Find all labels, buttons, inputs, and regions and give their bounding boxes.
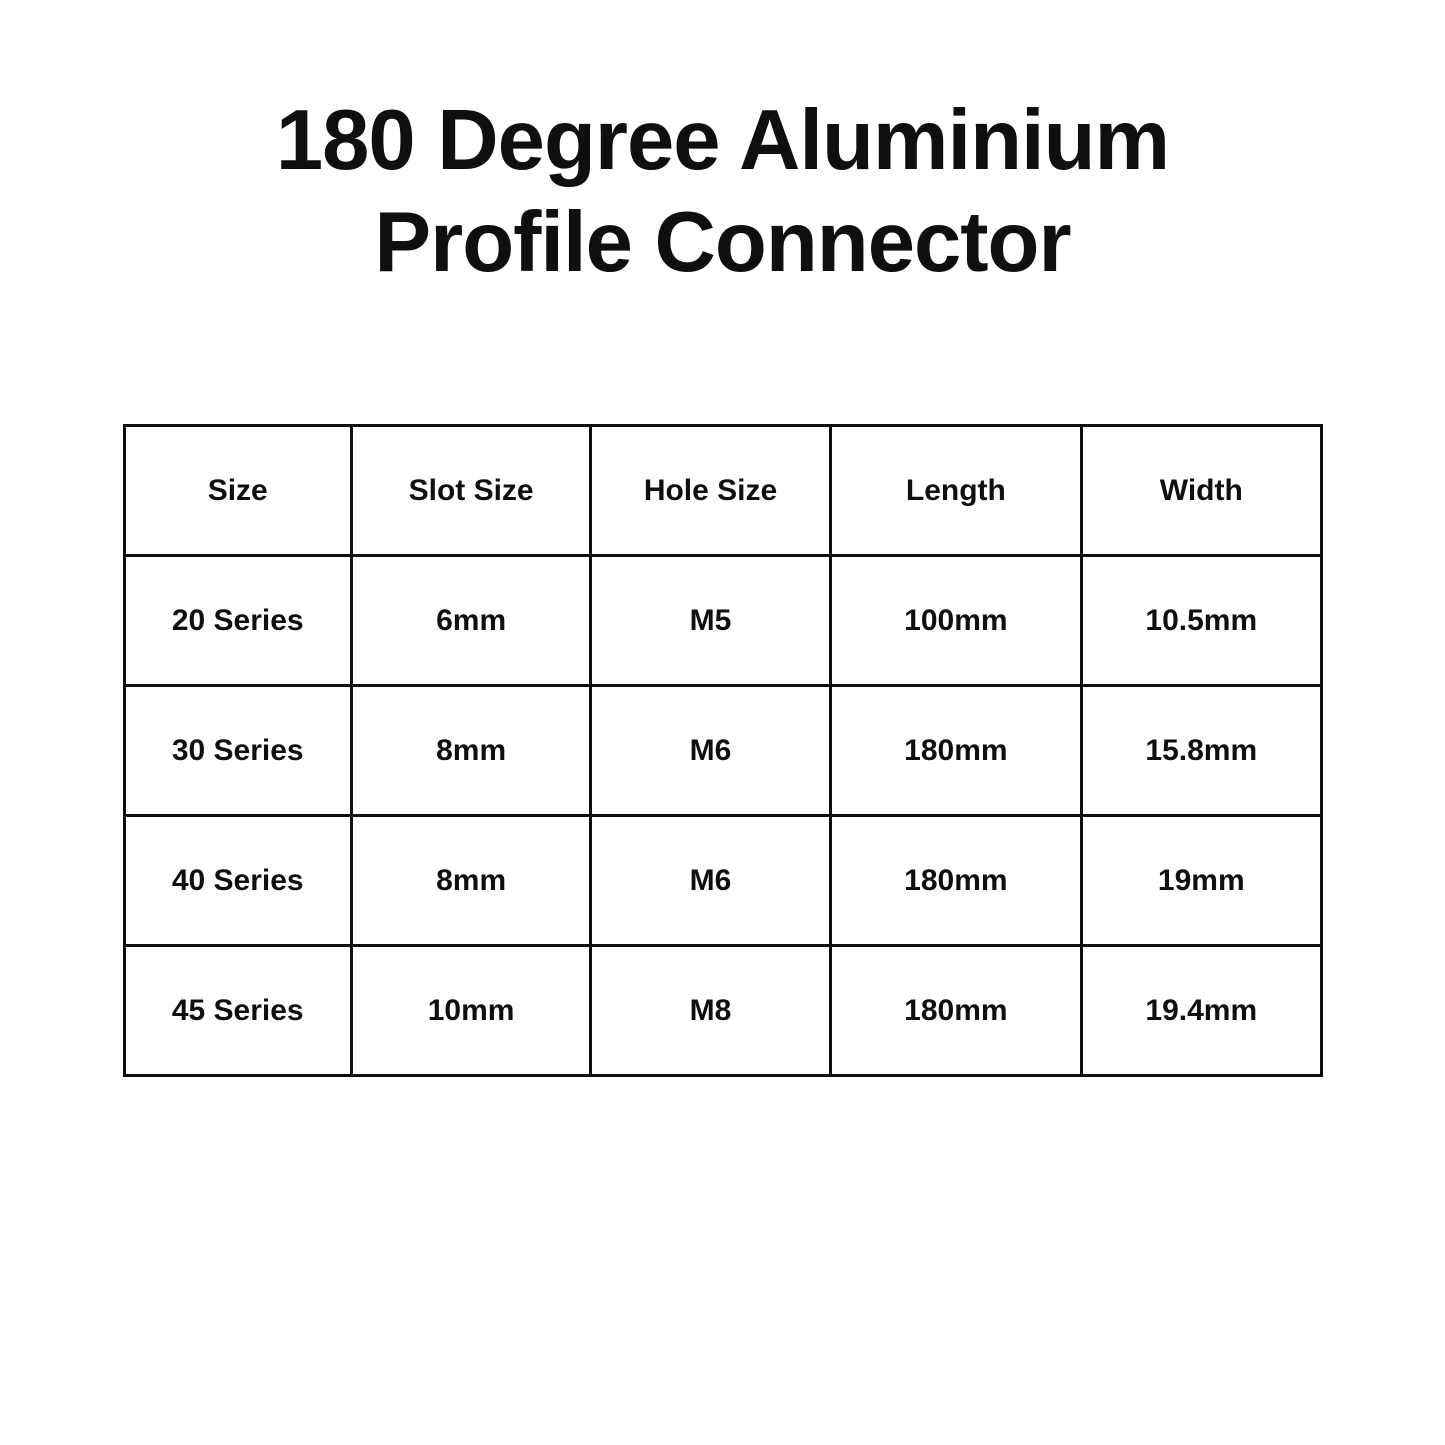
cell-length: 180mm bbox=[830, 816, 1081, 946]
cell-size: 40 Series bbox=[124, 816, 351, 946]
col-header-hole-size: Hole Size bbox=[591, 426, 830, 556]
table-row: 45 Series 10mm M8 180mm 19.4mm bbox=[124, 946, 1321, 1076]
cell-width: 15.8mm bbox=[1082, 686, 1321, 816]
cell-hole-size: M6 bbox=[591, 686, 830, 816]
table-row: 20 Series 6mm M5 100mm 10.5mm bbox=[124, 556, 1321, 686]
cell-hole-size: M8 bbox=[591, 946, 830, 1076]
cell-hole-size: M6 bbox=[591, 816, 830, 946]
table-header-row: Size Slot Size Hole Size Length Width bbox=[124, 426, 1321, 556]
title-line-1: 180 Degree Aluminium bbox=[276, 93, 1169, 188]
table-row: 40 Series 8mm M6 180mm 19mm bbox=[124, 816, 1321, 946]
cell-length: 100mm bbox=[830, 556, 1081, 686]
spec-table: Size Slot Size Hole Size Length Width 20… bbox=[123, 424, 1323, 1077]
col-header-length: Length bbox=[830, 426, 1081, 556]
cell-length: 180mm bbox=[830, 946, 1081, 1076]
cell-width: 19.4mm bbox=[1082, 946, 1321, 1076]
cell-size: 20 Series bbox=[124, 556, 351, 686]
col-header-size: Size bbox=[124, 426, 351, 556]
cell-width: 19mm bbox=[1082, 816, 1321, 946]
page-title: 180 Degree Aluminium Profile Connector bbox=[276, 90, 1169, 294]
cell-slot-size: 10mm bbox=[351, 946, 590, 1076]
cell-slot-size: 8mm bbox=[351, 816, 590, 946]
cell-size: 45 Series bbox=[124, 946, 351, 1076]
cell-width: 10.5mm bbox=[1082, 556, 1321, 686]
cell-size: 30 Series bbox=[124, 686, 351, 816]
title-line-2: Profile Connector bbox=[374, 195, 1070, 290]
cell-hole-size: M5 bbox=[591, 556, 830, 686]
table-row: 30 Series 8mm M6 180mm 15.8mm bbox=[124, 686, 1321, 816]
cell-slot-size: 6mm bbox=[351, 556, 590, 686]
cell-length: 180mm bbox=[830, 686, 1081, 816]
cell-slot-size: 8mm bbox=[351, 686, 590, 816]
col-header-slot-size: Slot Size bbox=[351, 426, 590, 556]
col-header-width: Width bbox=[1082, 426, 1321, 556]
